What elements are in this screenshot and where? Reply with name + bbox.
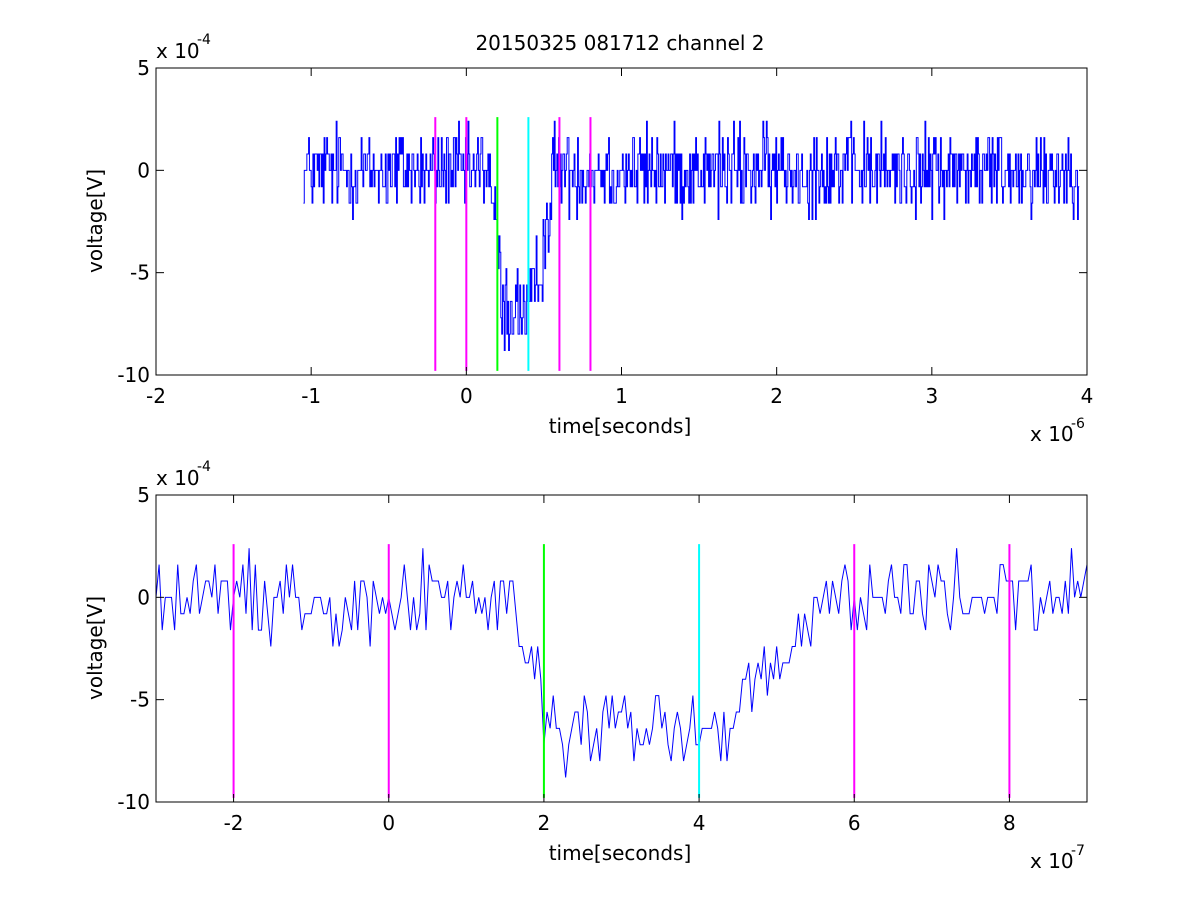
top-axes: -2 -1 0 1 2 3 450-5-10 time[seconds] voltage[V… bbox=[83, 32, 1093, 446]
bottom-x-tick-label: 6 bbox=[848, 811, 861, 835]
top-x-tick-label: 3 bbox=[925, 384, 938, 408]
bottom-y-tick-label: 0 bbox=[137, 585, 150, 609]
top-x-tick-label: 0 bbox=[460, 384, 473, 408]
bottom-x-exponent: x 10 -7 bbox=[1030, 843, 1085, 873]
bottom-marker-lines bbox=[232, 544, 1011, 798]
top-marker-lines bbox=[434, 117, 592, 371]
top-x-tick-label: -2 bbox=[146, 384, 166, 408]
top-y-tick-label: -10 bbox=[117, 363, 150, 387]
bottom-x-tick-label: 8 bbox=[1003, 811, 1016, 835]
top-signal-line bbox=[303, 120, 1080, 351]
bottom-ticks: -2 0 2 4 6 8 5 0 -5 -10 bbox=[117, 483, 1087, 835]
bottom-x-exponent-power: -7 bbox=[1071, 843, 1085, 859]
bottom-x-tick-label: 4 bbox=[693, 811, 706, 835]
top-y-exponent: x 10 -4 bbox=[156, 32, 211, 63]
top-y-tick-label: 0 bbox=[137, 158, 150, 182]
top-y-exponent-base: x 10 bbox=[156, 39, 200, 63]
bottom-y-tick-label: -10 bbox=[117, 790, 150, 814]
bottom-axes-box bbox=[155, 494, 1088, 803]
bottom-y-exponent-power: -4 bbox=[197, 459, 211, 475]
top-y-axis-label: voltage[V] bbox=[83, 169, 107, 273]
top-plot-lines bbox=[303, 120, 1080, 351]
bottom-x-tick-label: -2 bbox=[224, 811, 244, 835]
bottom-x-axis-label: time[seconds] bbox=[549, 841, 692, 865]
bottom-y-exponent: x 10 -4 bbox=[156, 459, 211, 490]
top-x-tick-label: -1 bbox=[301, 384, 321, 408]
bottom-y-tick-label: 5 bbox=[137, 483, 150, 507]
top-x-tick-label: 2 bbox=[770, 384, 783, 408]
bottom-x-exponent-base: x 10 bbox=[1030, 849, 1074, 873]
figure-title: 20150325 081712 channel 2 bbox=[475, 31, 764, 55]
bottom-y-axis-label: voltage[V] bbox=[83, 596, 107, 700]
top-ticks: -2 -1 0 1 2 3 450-5-10 bbox=[117, 56, 1093, 408]
bottom-x-tick-label: 2 bbox=[538, 811, 551, 835]
bottom-y-exponent-base: x 10 bbox=[156, 466, 200, 490]
bottom-axes: -2 0 2 4 6 850-5-10 time[seconds] voltage[V] … bbox=[83, 459, 1088, 873]
bottom-x-tick-label: 0 bbox=[382, 811, 395, 835]
top-x-tick-label: 4 bbox=[1081, 384, 1094, 408]
bottom-signal-line bbox=[155, 548, 1088, 778]
top-y-tick-label: 5 bbox=[137, 56, 150, 80]
top-y-exponent-power: -4 bbox=[197, 32, 211, 48]
top-x-tick-label: 1 bbox=[615, 384, 628, 408]
top-x-exponent-base: x 10 bbox=[1030, 422, 1074, 446]
top-x-exponent: x 10 -6 bbox=[1030, 416, 1085, 446]
top-y-tick-label: -5 bbox=[130, 261, 150, 285]
top-x-exponent-power: -6 bbox=[1071, 416, 1085, 432]
bottom-y-tick-label: -5 bbox=[130, 688, 150, 712]
top-x-axis-label: time[seconds] bbox=[549, 414, 692, 438]
bottom-plot-lines bbox=[155, 548, 1088, 778]
